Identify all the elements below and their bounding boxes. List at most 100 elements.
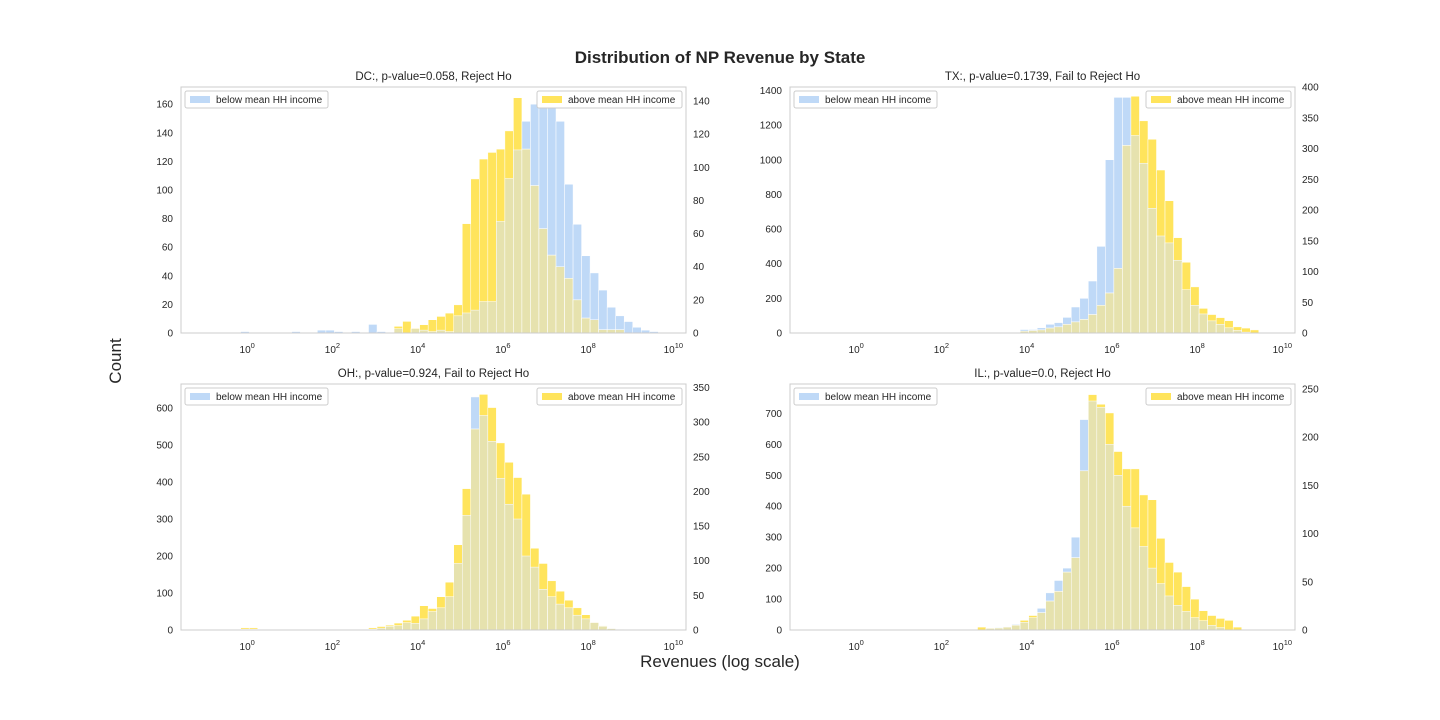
y-tick-label-left: 200 [156, 552, 173, 563]
legend-swatch [799, 393, 819, 400]
bar-overlap [1113, 475, 1123, 630]
bar-overlap [521, 148, 531, 333]
y-tick-label-right: 100 [1302, 267, 1319, 278]
subplot-title: IL:, p-value=0.0, Reject Ho [974, 368, 1110, 380]
subplot-3: OH:, p-value=0.924, Fail to Reject Ho 100… [156, 368, 710, 653]
bar-overlap [1198, 620, 1208, 630]
x-tick-label: 100 [849, 341, 864, 356]
bar-above-income [444, 312, 454, 333]
y-tick-label-left: 0 [776, 329, 782, 340]
legend-box [1145, 90, 1292, 109]
bar-overlap [504, 503, 514, 630]
bar-overlap [564, 278, 574, 333]
y-tick-label-left: 140 [156, 128, 173, 139]
bar-overlap [589, 319, 599, 333]
bar-overlap [572, 614, 582, 630]
x-tick-label: 104 [410, 341, 425, 356]
y-tick-label-right: 0 [693, 626, 699, 637]
bar-overlap [1190, 305, 1200, 333]
y-tick-label-left: 400 [765, 259, 782, 270]
bar-overlap [496, 221, 506, 333]
bar-overlap [462, 312, 472, 333]
legend-swatch [799, 96, 819, 103]
subplot-1: DC:, p-value=0.058, Reject Ho 100 102 104 10… [156, 71, 710, 356]
x-tick-label: 106 [1104, 341, 1119, 356]
bars-layer [977, 394, 1242, 630]
x-tick-label: 108 [580, 638, 595, 653]
x-tick-label: 108 [1189, 638, 1204, 653]
subplot-title: DC:, p-value=0.058, Reject Ho [355, 71, 511, 83]
subplot-2: TX:, p-value=0.1739, Fail to Reject Ho 10… [760, 71, 1319, 356]
bar-overlap [1088, 314, 1098, 333]
y-tick-label-right: 40 [693, 262, 705, 273]
bar-overlap [1130, 135, 1140, 333]
bar-overlap [513, 518, 523, 630]
bar-overlap [1122, 145, 1132, 333]
bar-overlap [581, 317, 591, 333]
y-tick-label-left: 1200 [760, 121, 783, 132]
x-tick-label: 1010 [664, 341, 683, 356]
y-tick-label-right: 150 [693, 522, 710, 533]
bar-overlap [530, 566, 540, 630]
y-tick-label-right: 250 [1302, 384, 1319, 395]
y-tick-label-right: 60 [693, 229, 705, 240]
legend-label: below mean HH income [216, 95, 323, 106]
y-tick-label-left: 600 [765, 440, 782, 451]
bar-overlap [1122, 505, 1132, 630]
y-tick-label-left: 60 [162, 243, 174, 254]
bar-above-income [402, 321, 412, 333]
bar-overlap [462, 515, 472, 630]
y-tick-label-left: 40 [162, 271, 174, 282]
y-tick-label-right: 100 [693, 163, 710, 174]
bars-layer [1019, 95, 1260, 333]
bars-layer [240, 97, 659, 333]
bar-overlap [1190, 617, 1200, 630]
bar-above-income [1232, 626, 1242, 630]
y-tick-label-right: 300 [1302, 144, 1319, 155]
y-tick-label-right: 0 [1302, 626, 1308, 637]
y-tick-label-left: 100 [156, 185, 173, 196]
bar-overlap [1062, 324, 1072, 333]
y-tick-label-left: 800 [765, 190, 782, 201]
bar-overlap [1207, 320, 1217, 333]
legend-box [184, 387, 329, 406]
legend-above-income: above mean HH income [536, 90, 683, 109]
bar-overlap [1215, 324, 1225, 333]
y-tick-label-right: 250 [1302, 175, 1319, 186]
x-tick-label: 106 [495, 638, 510, 653]
x-tick-label: 1010 [1273, 638, 1292, 653]
y-tick-label-right: 350 [693, 383, 710, 394]
bar-overlap [572, 299, 582, 333]
x-tick-label: 100 [240, 638, 255, 653]
bar-overlap [538, 589, 548, 630]
bar-overlap [444, 596, 454, 630]
y-tick-label-right: 140 [693, 97, 710, 108]
bar-overlap [1156, 583, 1166, 630]
y-tick-label-left: 200 [765, 294, 782, 305]
bar-above-income [248, 627, 258, 630]
y-tick-label-left: 300 [156, 515, 173, 526]
bar-overlap [555, 266, 565, 333]
y-tick-label-left: 300 [765, 533, 782, 544]
y-tick-label-right: 350 [1302, 113, 1319, 124]
legend-swatch [1151, 96, 1171, 103]
bar-overlap [402, 622, 412, 630]
y-tick-label-left: 700 [765, 409, 782, 420]
bar-overlap [1062, 571, 1072, 630]
bar-overlap [1224, 327, 1234, 333]
bar-overlap [547, 596, 557, 630]
bar-overlap [598, 626, 608, 630]
bar-overlap [1113, 268, 1123, 333]
bar-overlap [393, 328, 403, 333]
bar-overlap [1173, 259, 1183, 333]
y-tick-label-left: 400 [765, 502, 782, 513]
y-tick-label-left: 0 [776, 626, 782, 637]
legend-box [536, 387, 683, 406]
x-tick-label: 108 [580, 341, 595, 356]
y-tick-label-left: 500 [156, 441, 173, 452]
bar-overlap [1181, 611, 1191, 630]
x-tick-label: 1010 [664, 638, 683, 653]
y-tick-label-right: 150 [1302, 236, 1319, 247]
legend-box [793, 90, 938, 109]
x-tick-label: 106 [495, 341, 510, 356]
